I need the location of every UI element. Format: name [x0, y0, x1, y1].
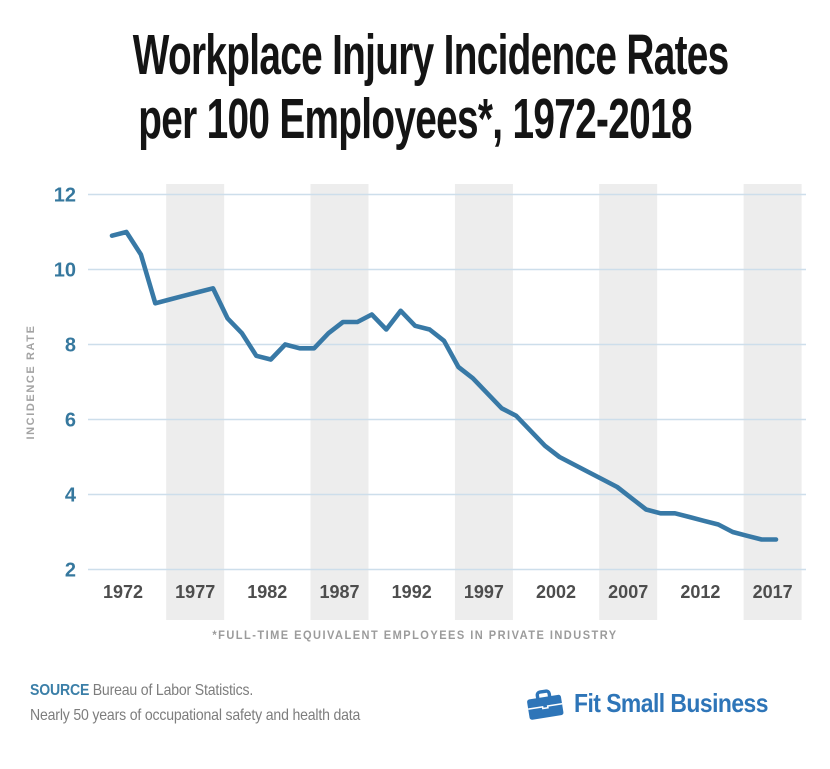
injury-rate-line-chart: 2 4 6 8 10 12 1972 1977 1982 1987 1992 1997 2002 2007…: [25, 183, 806, 620]
footer: SOURCE Bureau of Labor Statistics. Nearly…: [0, 678, 830, 729]
x-tick-1987: 1987: [319, 582, 359, 602]
x-tick-2007: 2007: [608, 582, 648, 602]
brand-logo: Fit Small Business: [524, 685, 794, 721]
page-title-line1: Workplace Injury Incidence Rates: [132, 23, 729, 87]
source-tagline: Nearly 50 years of occupational safety a…: [30, 707, 361, 725]
y-tick-2: 2: [65, 559, 76, 581]
source-text: Bureau of Labor Statistics.: [92, 681, 254, 699]
x-tick-1992: 1992: [392, 582, 432, 602]
gridlines: [88, 193, 806, 570]
x-tick-2012: 2012: [680, 582, 720, 602]
briefcase-icon: [526, 689, 564, 720]
source-block: SOURCE Bureau of Labor Statistics. Nearly…: [30, 678, 360, 729]
page-title: Workplace Injury Incidence Rates per 100…: [0, 0, 830, 152]
y-tick-6: 6: [65, 409, 76, 431]
band-column-1987: [310, 183, 369, 620]
band-column-1997: [454, 183, 513, 620]
x-tick-2002: 2002: [536, 582, 576, 602]
x-tick-2017: 2017: [753, 582, 793, 602]
x-tick-1977: 1977: [175, 582, 215, 602]
band-column-1977: [166, 183, 225, 620]
source-line: SOURCE Bureau of Labor Statistics.: [30, 678, 360, 704]
y-axis-tick-labels: 2 4 6 8 10 12: [54, 184, 77, 581]
x-tick-1972: 1972: [103, 582, 143, 602]
y-tick-4: 4: [65, 484, 77, 506]
page-title-line2: per 100 Employees*, 1972-2018: [138, 86, 692, 151]
y-tick-12: 12: [54, 184, 76, 206]
band-column-2007: [599, 183, 658, 620]
x-axis-tick-labels: 1972 1977 1982 1987 1992 1997 2002 2007 2012 2017: [103, 582, 793, 602]
y-axis-title: INCIDENCE RATE: [25, 324, 37, 439]
incidence-rate-line: [109, 229, 779, 542]
y-tick-8: 8: [65, 334, 76, 356]
x-tick-1997: 1997: [464, 582, 504, 602]
band-column-2017: [743, 183, 802, 620]
y-tick-10: 10: [54, 259, 76, 281]
background-bands: [166, 183, 802, 620]
brand-name: Fit Small Business: [573, 687, 768, 718]
chart-footnote: *FULL-TIME EQUIVALENT EMPLOYEES IN PRIVA…: [212, 627, 618, 642]
x-tick-1982: 1982: [247, 582, 287, 602]
source-label: SOURCE: [30, 681, 90, 699]
